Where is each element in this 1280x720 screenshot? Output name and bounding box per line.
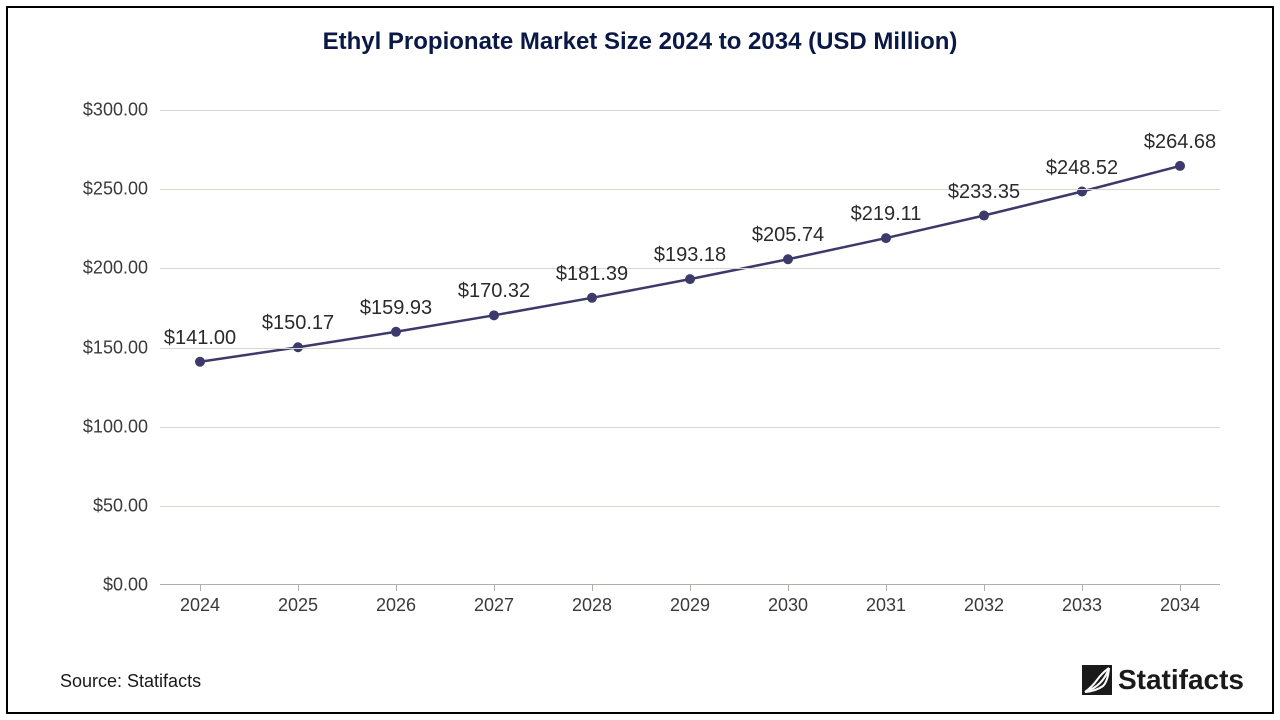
- y-tick-label: $250.00: [83, 179, 148, 200]
- x-tick-mark: [396, 585, 397, 591]
- x-tick-label: 2032: [964, 595, 1004, 616]
- x-tick-label: 2033: [1062, 595, 1102, 616]
- gridline: [160, 506, 1220, 507]
- data-label: $159.93: [360, 297, 432, 320]
- data-marker: [489, 310, 499, 320]
- x-tick-label: 2030: [768, 595, 808, 616]
- plot-area: $0.00$50.00$100.00$150.00$200.00$250.00$…: [160, 110, 1220, 585]
- y-tick-label: $0.00: [103, 575, 148, 596]
- x-tick-mark: [984, 585, 985, 591]
- data-marker: [783, 254, 793, 264]
- x-tick-label: 2027: [474, 595, 514, 616]
- data-marker: [1175, 161, 1185, 171]
- gridline: [160, 348, 1220, 349]
- data-label: $233.35: [948, 181, 1020, 204]
- x-tick-mark: [886, 585, 887, 591]
- x-tick-mark: [1082, 585, 1083, 591]
- gridline: [160, 427, 1220, 428]
- x-tick-label: 2031: [866, 595, 906, 616]
- x-tick-mark: [690, 585, 691, 591]
- source-text: Source: Statifacts: [60, 671, 201, 692]
- data-label: $248.52: [1046, 157, 1118, 180]
- gridline: [160, 110, 1220, 111]
- x-tick-mark: [494, 585, 495, 591]
- chart-title: Ethyl Propionate Market Size 2024 to 203…: [0, 28, 1280, 56]
- y-tick-label: $200.00: [83, 258, 148, 279]
- statifacts-icon: [1082, 665, 1112, 695]
- data-marker: [979, 211, 989, 221]
- x-tick-label: 2029: [670, 595, 710, 616]
- brand-logo: Statifacts: [1082, 664, 1244, 696]
- x-tick-mark: [200, 585, 201, 591]
- data-label: $264.68: [1144, 131, 1216, 154]
- y-tick-label: $150.00: [83, 337, 148, 358]
- gridline: [160, 268, 1220, 269]
- x-tick-label: 2034: [1160, 595, 1200, 616]
- x-tick-label: 2026: [376, 595, 416, 616]
- data-marker: [1077, 187, 1087, 197]
- data-label: $141.00: [164, 327, 236, 350]
- gridline: [160, 189, 1220, 190]
- x-tick-mark: [788, 585, 789, 591]
- data-marker: [195, 357, 205, 367]
- data-label: $181.39: [556, 263, 628, 286]
- data-marker: [881, 233, 891, 243]
- data-marker: [685, 274, 695, 284]
- y-tick-label: $300.00: [83, 100, 148, 121]
- x-tick-label: 2028: [572, 595, 612, 616]
- x-tick-label: 2024: [180, 595, 220, 616]
- y-tick-label: $100.00: [83, 416, 148, 437]
- data-marker: [391, 327, 401, 337]
- x-tick-mark: [592, 585, 593, 591]
- data-label: $150.17: [262, 312, 334, 335]
- data-label: $193.18: [654, 244, 726, 267]
- data-label: $205.74: [752, 224, 824, 247]
- x-tick-mark: [298, 585, 299, 591]
- data-label: $219.11: [851, 203, 922, 226]
- x-tick-mark: [1180, 585, 1181, 591]
- data-marker: [587, 293, 597, 303]
- x-tick-label: 2025: [278, 595, 318, 616]
- data-label: $170.32: [458, 280, 530, 303]
- y-tick-label: $50.00: [93, 495, 148, 516]
- brand-name: Statifacts: [1118, 664, 1244, 696]
